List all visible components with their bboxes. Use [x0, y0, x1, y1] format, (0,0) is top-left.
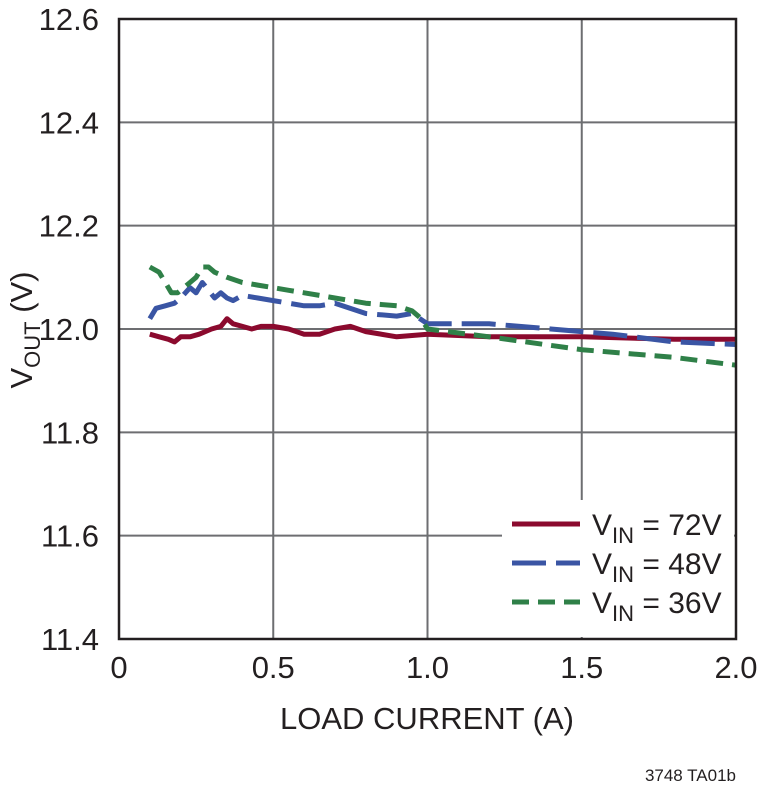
y-axis-title: VOUT (V)	[4, 271, 45, 388]
x-tick-label: 1.5	[560, 650, 603, 685]
y-tick-label: 12.0	[39, 312, 99, 347]
series-line-3	[148, 264, 737, 368]
x-tick-label: 0	[110, 650, 127, 685]
figure-id-footnote: 3748 TA01b	[645, 766, 736, 785]
series-lines	[147, 264, 737, 368]
plot-frame	[117, 17, 738, 641]
x-axis-title: LOAD CURRENT (A)	[280, 701, 574, 736]
legend-label: VIN = 48V	[592, 548, 722, 587]
y-tick-label: 12.6	[39, 2, 99, 37]
x-tick-label: 0.5	[252, 650, 295, 685]
series-line-1	[149, 316, 736, 345]
y-tick-label: 11.4	[41, 622, 99, 657]
legend-label: VIN = 72V	[592, 509, 722, 548]
tick-labels: 0 0.5 1.0 1.5 2.0 11.4 11.6 11.8 12.0 12.2 12.4 12.…	[39, 2, 758, 685]
y-tick-label: 12.4	[39, 105, 99, 140]
legend-label: VIN = 36V	[592, 587, 722, 626]
series-line-2	[147, 280, 737, 347]
y-tick-label: 11.6	[41, 519, 99, 554]
x-tick-label: 2.0	[714, 650, 757, 685]
y-tick-label: 12.2	[39, 209, 99, 244]
y-tick-label: 11.8	[41, 415, 99, 450]
x-tick-label: 1.0	[406, 650, 449, 685]
